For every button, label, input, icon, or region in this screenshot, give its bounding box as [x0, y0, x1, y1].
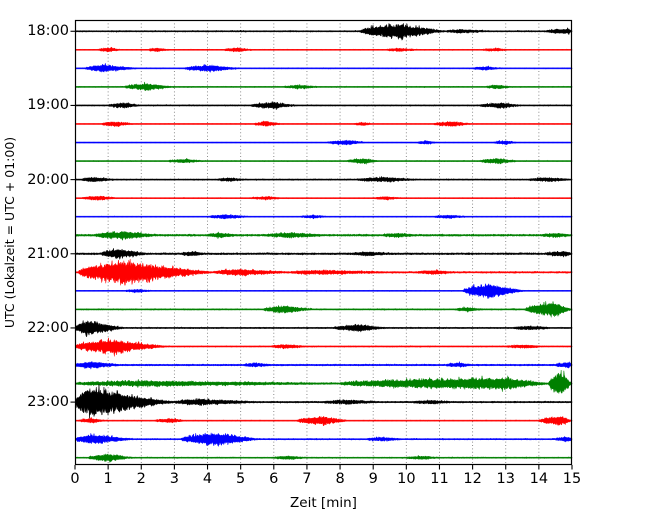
x-tick-label: 10: [397, 471, 416, 487]
x-tick-label: 3: [169, 471, 180, 487]
x-tick-label: 0: [70, 471, 80, 487]
plot-background: [75, 20, 572, 465]
y-tick-label: 18:00: [27, 23, 69, 40]
x-axis-label: Zeit [min]: [290, 495, 357, 511]
x-tick-label: 1: [103, 471, 113, 487]
y-tick-label: 22:00: [27, 319, 69, 336]
x-tick-label: 9: [368, 471, 378, 487]
y-axis-ticks: [70, 30, 75, 403]
y-tick-label: 20:00: [27, 171, 69, 188]
x-tick-label: 14: [529, 471, 549, 487]
x-axis-ticks: [74, 465, 573, 470]
x-tick-label: 5: [236, 471, 246, 487]
x-tick-label: 7: [302, 471, 312, 487]
axes-frame: [74, 19, 573, 466]
x-tick-label: 15: [562, 471, 582, 487]
grid-lines: [107, 20, 540, 465]
y-tick-label: 23:00: [27, 394, 69, 411]
y-axis-tick-labels: 18:00 19:00 20:00 21:00 22:00 23:00: [0, 0, 69, 520]
x-tick-label: 12: [463, 471, 482, 487]
y-tick-label: 21:00: [27, 245, 69, 262]
x-tick-label: 6: [269, 471, 279, 487]
x-tick-label: 2: [136, 471, 146, 487]
x-tick-label: 13: [496, 471, 515, 487]
x-tick-label: 11: [430, 471, 449, 487]
x-tick-label: 4: [202, 471, 213, 487]
y-tick-label: 19:00: [27, 97, 69, 114]
x-tick-label: 8: [335, 471, 345, 487]
